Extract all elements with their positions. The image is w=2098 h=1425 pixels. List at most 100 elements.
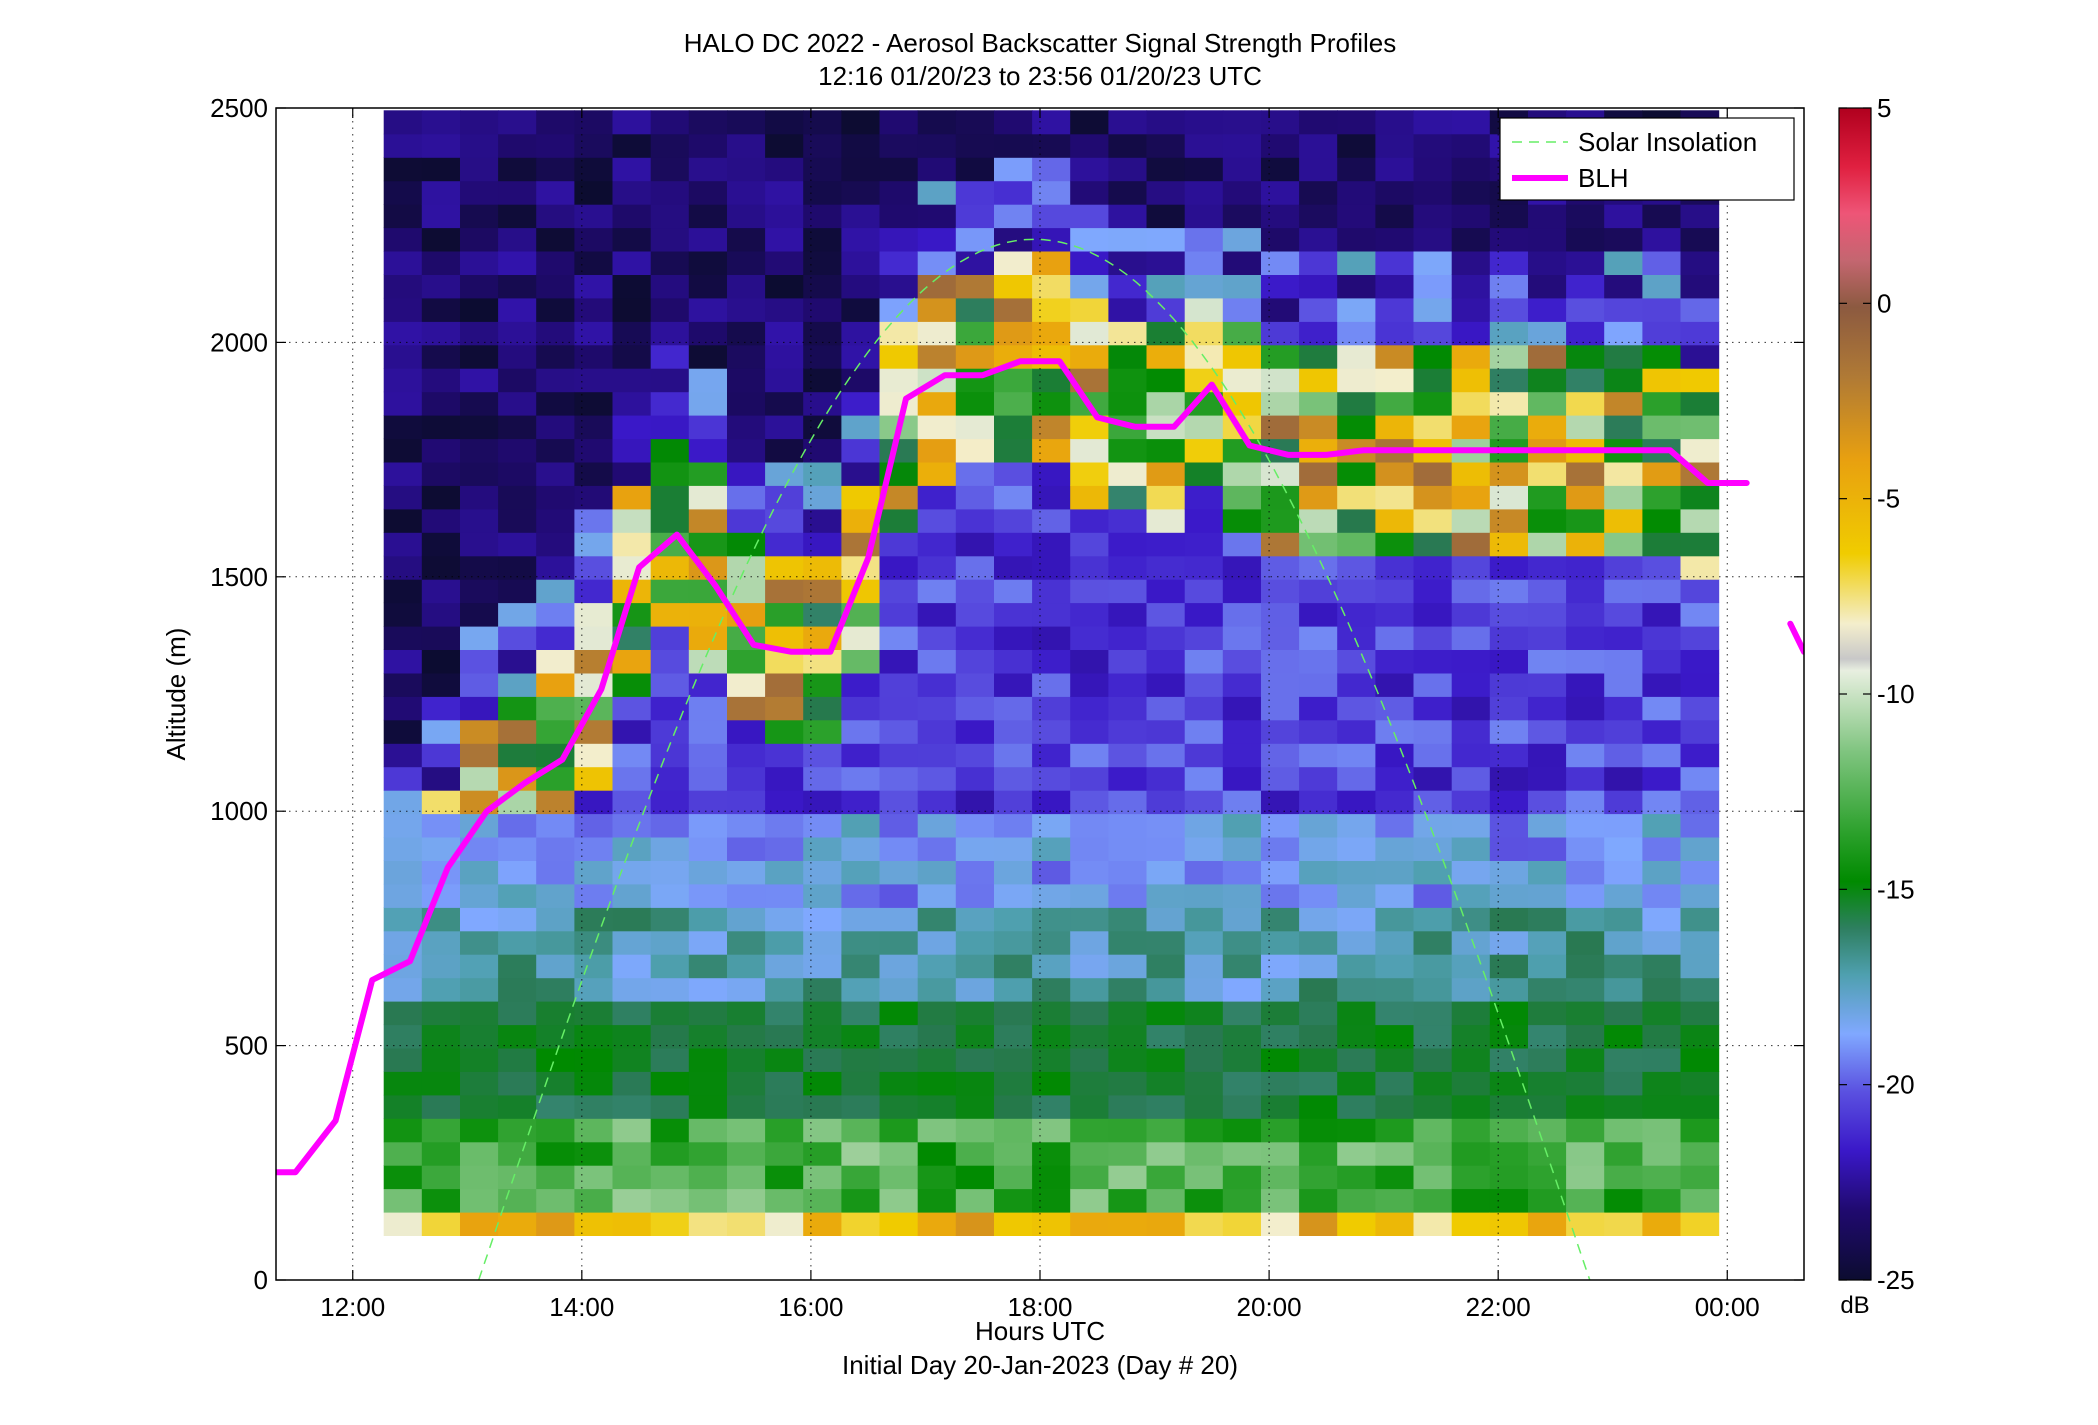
heatmap-cell (1528, 626, 1567, 650)
heatmap-cell (498, 274, 537, 299)
heatmap-cell (1642, 883, 1682, 908)
heatmap-cell (765, 438, 804, 463)
heatmap-cell (1566, 813, 1605, 838)
heatmap-cell (1146, 837, 1186, 861)
heatmap-cell (421, 790, 461, 815)
heatmap-cell (383, 1047, 423, 1072)
heatmap-cell (612, 204, 652, 229)
heatmap-cell (1261, 837, 1300, 861)
heatmap-cell (1261, 368, 1300, 393)
heatmap-cell (1375, 297, 1415, 322)
heatmap-cell (1184, 227, 1224, 252)
heatmap-cell (1261, 204, 1300, 229)
heatmap-cell (1642, 1024, 1682, 1049)
heatmap-cell (1451, 837, 1491, 861)
heatmap-cell (1413, 626, 1453, 650)
heatmap-cell (536, 907, 575, 932)
heatmap-cell (1451, 227, 1491, 252)
heatmap-cell (1489, 930, 1529, 955)
heatmap-cell (1566, 1212, 1605, 1236)
heatmap-cell (1146, 649, 1186, 674)
heatmap-cell (1108, 977, 1148, 1002)
heatmap-cell (1108, 1118, 1148, 1143)
heatmap-cell (1146, 977, 1186, 1002)
heatmap-cell (1604, 1071, 1643, 1096)
heatmap-cell (1413, 1071, 1453, 1096)
heatmap-cell (1413, 1094, 1453, 1119)
heatmap-cell (1070, 579, 1109, 604)
heatmap-cell (1032, 461, 1071, 486)
heatmap-cell (1642, 837, 1682, 861)
heatmap-cell (1146, 1024, 1186, 1049)
heatmap-cell (1566, 1141, 1605, 1166)
heatmap-cell (421, 555, 461, 580)
heatmap-cell (1413, 837, 1453, 861)
heatmap-cell (536, 860, 575, 885)
heatmap-cell (460, 415, 499, 440)
heatmap-cell (879, 368, 919, 393)
heatmap-cell (1604, 251, 1643, 275)
heatmap-cell (1070, 977, 1109, 1002)
heatmap-cell (688, 790, 728, 815)
heatmap-cell (1146, 672, 1186, 697)
heatmap-cell (650, 1047, 690, 1072)
heatmap-cell (612, 251, 652, 275)
heatmap-cell (421, 485, 461, 510)
heatmap-cell (650, 251, 690, 275)
heatmap-cell (1070, 743, 1109, 768)
heatmap-cell (460, 133, 499, 158)
colorbar-tick-label: 0 (1877, 288, 1891, 318)
heatmap-cell (1146, 743, 1186, 768)
heatmap-cell (1337, 1001, 1376, 1026)
heatmap-cell (1146, 1047, 1186, 1072)
heatmap-cell (1604, 274, 1643, 299)
heatmap-cell (1528, 579, 1567, 604)
heatmap-cell (994, 461, 1033, 486)
heatmap-cell (1070, 1141, 1109, 1166)
heatmap-cell (727, 297, 766, 322)
heatmap-cell (841, 415, 881, 440)
heatmap-cell (688, 766, 728, 791)
heatmap-cell (1184, 977, 1224, 1002)
heatmap-cell (1642, 626, 1682, 650)
heatmap-cell (498, 837, 537, 861)
heatmap-cell (1070, 297, 1109, 322)
heatmap-cell (994, 391, 1033, 416)
heatmap-cell (727, 649, 766, 674)
heatmap-cell (917, 1188, 957, 1213)
heatmap-cell (917, 133, 957, 158)
heatmap-cell (1528, 1094, 1567, 1119)
heatmap-cell (498, 579, 537, 604)
heatmap-cell (650, 719, 690, 744)
heatmap-cell (1070, 344, 1109, 369)
heatmap-cell (612, 602, 652, 627)
heatmap-cell (841, 719, 881, 744)
heatmap-cell (879, 696, 919, 721)
heatmap-cell (574, 415, 614, 440)
heatmap-cell (955, 649, 995, 674)
heatmap-cell (536, 251, 575, 275)
heatmap-cell (955, 532, 995, 557)
heatmap-cell (994, 555, 1033, 580)
heatmap-cell (1337, 1141, 1376, 1166)
heatmap-cell (536, 415, 575, 440)
heatmap-cell (803, 508, 842, 533)
heatmap-cell (1566, 555, 1605, 580)
heatmap-cell (994, 368, 1033, 393)
heatmap-cell (879, 321, 919, 346)
heatmap-cell (1566, 1001, 1605, 1026)
heatmap-cell (383, 344, 423, 369)
heatmap-cell (1566, 1024, 1605, 1049)
heatmap-cell (574, 297, 614, 322)
heatmap-cell (421, 649, 461, 674)
heatmap-cell (803, 391, 842, 416)
heatmap-cell (1375, 133, 1415, 158)
heatmap-cell (1642, 579, 1682, 604)
heatmap-cell (994, 790, 1033, 815)
heatmap-cell (1642, 485, 1682, 510)
heatmap-cell (1184, 1047, 1224, 1072)
heatmap-cell (1337, 837, 1376, 861)
heatmap-cell (955, 321, 995, 346)
heatmap-cell (1108, 461, 1148, 486)
heatmap-cell (917, 1094, 957, 1119)
